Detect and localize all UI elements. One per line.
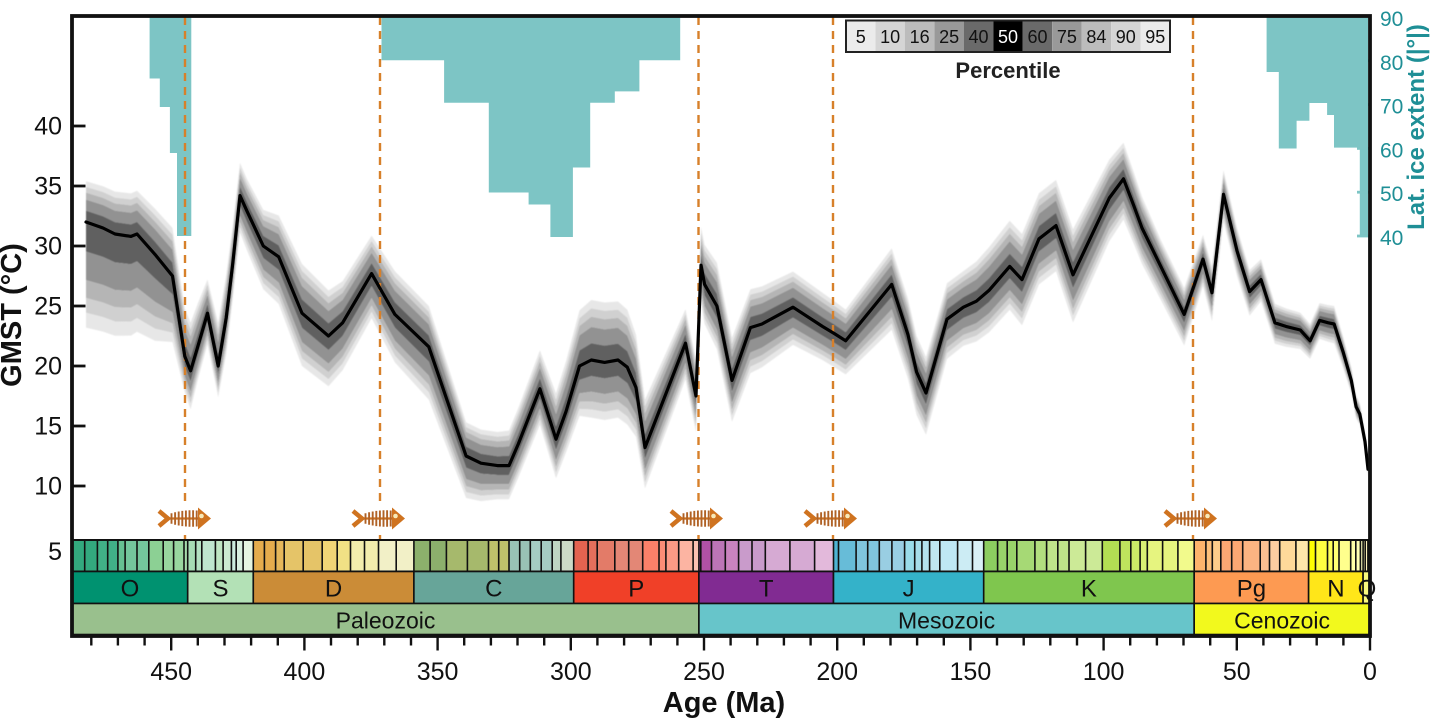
svg-text:Mesozoic: Mesozoic [898,608,995,634]
svg-text:50: 50 [1380,183,1403,206]
svg-text:80: 80 [1380,52,1403,75]
svg-text:300: 300 [550,658,592,686]
svg-text:40: 40 [968,27,988,47]
svg-text:5: 5 [48,538,62,566]
svg-text:J: J [903,576,915,603]
svg-text:50: 50 [998,27,1018,47]
svg-text:0: 0 [1363,658,1377,686]
svg-text:P: P [628,576,644,603]
svg-text:GMST (°C): GMST (°C) [0,243,28,387]
svg-text:150: 150 [950,658,992,686]
svg-text:30: 30 [34,233,62,261]
svg-text:84: 84 [1086,27,1106,47]
svg-text:Q: Q [1358,576,1377,603]
svg-text:75: 75 [1057,27,1077,47]
svg-text:S: S [212,576,228,603]
svg-text:Percentile: Percentile [955,58,1060,83]
svg-text:Paleozoic: Paleozoic [336,608,436,634]
svg-text:O: O [121,576,140,603]
svg-text:10: 10 [880,27,900,47]
svg-text:20: 20 [34,353,62,381]
svg-text:60: 60 [1380,139,1403,162]
svg-text:95: 95 [1145,27,1165,47]
svg-text:5: 5 [856,27,866,47]
svg-text:10: 10 [34,473,62,501]
svg-text:70: 70 [1380,96,1403,119]
svg-text:40: 40 [1380,227,1403,250]
svg-text:250: 250 [683,658,725,686]
svg-text:N: N [1327,576,1344,603]
svg-text:D: D [325,576,342,603]
svg-text:C: C [485,576,502,603]
svg-text:90: 90 [1116,27,1136,47]
svg-text:50: 50 [1223,658,1251,686]
svg-text:15: 15 [34,413,62,441]
svg-text:35: 35 [34,173,62,201]
svg-text:60: 60 [1027,27,1047,47]
svg-text:400: 400 [284,658,326,686]
svg-text:Lat. ice extent (|°|): Lat. ice extent (|°|) [1403,24,1430,230]
svg-text:T: T [759,576,774,603]
svg-text:200: 200 [816,658,858,686]
svg-text:450: 450 [150,658,192,686]
svg-text:K: K [1081,576,1097,603]
svg-text:90: 90 [1380,8,1403,31]
svg-text:Pg: Pg [1237,576,1266,603]
svg-text:16: 16 [910,27,930,47]
svg-text:25: 25 [939,27,959,47]
svg-text:Age (Ma): Age (Ma) [663,687,785,719]
svg-text:Cenozoic: Cenozoic [1234,608,1330,634]
svg-text:40: 40 [34,113,62,141]
svg-text:350: 350 [417,658,459,686]
svg-text:100: 100 [1083,658,1125,686]
svg-text:25: 25 [34,293,62,321]
